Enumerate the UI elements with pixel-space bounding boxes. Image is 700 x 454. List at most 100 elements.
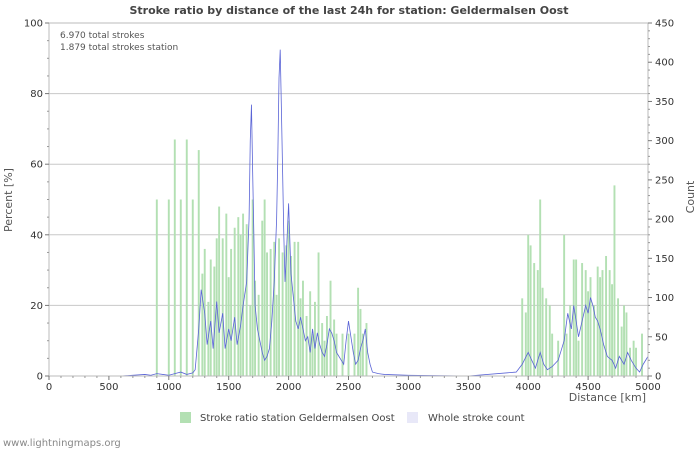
bar-4080 xyxy=(536,270,539,376)
bar-1100 xyxy=(179,199,182,376)
bar-4400 xyxy=(575,259,578,376)
bar-4000 xyxy=(527,234,530,376)
bar-2620 xyxy=(361,333,364,376)
bar-900 xyxy=(155,199,158,376)
bar-1450 xyxy=(221,238,224,376)
bar-4150 xyxy=(545,298,548,376)
bar-1780 xyxy=(261,220,264,376)
y-right-tick-label-50: 50 xyxy=(655,332,668,343)
y-left-tick-label-60: 60 xyxy=(30,160,43,171)
bar-4700 xyxy=(611,284,614,376)
bar-2600 xyxy=(359,308,362,376)
y-right-tick-label-300: 300 xyxy=(655,136,674,147)
x-tick-label-4500: 4500 xyxy=(575,382,600,393)
y-right-tick-label-450: 450 xyxy=(655,19,674,30)
bar-4950 xyxy=(641,333,643,376)
bar-1700 xyxy=(251,199,254,376)
bar-4320 xyxy=(565,333,568,376)
bar-4900 xyxy=(635,347,637,376)
x-tick-label-4000: 4000 xyxy=(515,382,540,393)
station-strokes-annotation: 1.879 total strokes station xyxy=(60,43,178,53)
bar-1900 xyxy=(275,294,278,376)
bar-1550 xyxy=(233,227,236,376)
bar-3980 xyxy=(524,312,527,376)
bar-4380 xyxy=(572,259,575,376)
y-axis-left: 0 20 40 60 80 100 xyxy=(24,19,49,383)
bar-2580 xyxy=(357,287,360,376)
bar-2100 xyxy=(299,298,302,376)
bar-4550 xyxy=(593,305,596,376)
y-right-tick-label-250: 250 xyxy=(655,175,674,186)
bar-4600 xyxy=(599,277,602,376)
legend-line-swatch xyxy=(407,412,418,423)
bar-1350 xyxy=(209,259,212,376)
y-left-tick-label-20: 20 xyxy=(30,301,43,312)
x-tick-label-3000: 3000 xyxy=(396,382,421,393)
bar-4350 xyxy=(569,305,572,376)
y-left-tick-label-40: 40 xyxy=(30,230,43,241)
bar-4300 xyxy=(563,234,566,376)
bar-2300 xyxy=(323,340,326,376)
bar-4800 xyxy=(623,305,625,376)
y-right-tick-label-400: 400 xyxy=(655,58,674,69)
bar-2280 xyxy=(321,323,324,376)
x-tick-label-0: 0 xyxy=(46,382,52,393)
bar-1850 xyxy=(269,248,272,376)
bar-1280 xyxy=(201,273,204,376)
bar-series xyxy=(155,139,643,376)
bar-1480 xyxy=(225,213,228,376)
x-tick-label-3500: 3500 xyxy=(456,382,481,393)
bar-4520 xyxy=(589,277,592,376)
y-axis-right: 0 50 100 150 200 250 300 350 400 450 xyxy=(648,19,674,383)
y-left-tick-label-80: 80 xyxy=(30,89,43,100)
legend-line-label: Whole stroke count xyxy=(428,413,525,424)
bar-2380 xyxy=(333,319,336,376)
bar-1680 xyxy=(249,305,252,376)
bar-1520 xyxy=(230,248,233,376)
y-axis-left-title: Percent [%] xyxy=(2,168,15,232)
bar-4820 xyxy=(625,312,628,376)
y-right-tick-label-0: 0 xyxy=(655,372,661,383)
bar-2150 xyxy=(305,315,308,376)
bar-4680 xyxy=(608,270,611,376)
bar-2200 xyxy=(311,333,314,376)
bar-3950 xyxy=(521,298,524,376)
bar-1980 xyxy=(285,245,288,376)
bar-2250 xyxy=(317,252,320,376)
total-strokes-annotation: 6.970 total strokes xyxy=(60,31,145,41)
footer-watermark: www.lightningmaps.org xyxy=(3,438,121,449)
bar-4750 xyxy=(617,298,620,376)
bar-4720 xyxy=(613,185,616,376)
bar-1380 xyxy=(213,266,216,376)
bar-1800 xyxy=(263,199,266,376)
bar-4120 xyxy=(541,287,544,376)
y-left-tick-label-0: 0 xyxy=(37,372,43,383)
bar-2000 xyxy=(287,220,290,376)
bar-1600 xyxy=(239,234,242,376)
y-axis-right-title: Count xyxy=(684,180,697,213)
chart-title: Stroke ratio by distance of the last 24h… xyxy=(129,4,568,17)
y-left-tick-label-100: 100 xyxy=(24,19,43,30)
x-axis-title: Distance [km] xyxy=(569,391,646,404)
legend: Stroke ratio station Geldermalsen Oost W… xyxy=(180,412,525,424)
x-tick-label-5000: 5000 xyxy=(635,382,660,393)
bar-1400 xyxy=(215,238,218,376)
bar-4020 xyxy=(529,245,532,376)
bar-1950 xyxy=(281,252,284,376)
bar-1580 xyxy=(237,217,240,376)
whole-stroke-count-line xyxy=(49,49,649,377)
bar-1000 xyxy=(167,199,170,376)
bar-2350 xyxy=(329,280,332,376)
y-right-tick-label-150: 150 xyxy=(655,254,674,265)
bar-1920 xyxy=(278,238,280,376)
bar-4420 xyxy=(577,340,580,376)
bar-2550 xyxy=(353,333,356,376)
bar-4200 xyxy=(551,333,554,376)
bar-2020 xyxy=(290,255,292,376)
legend-bars-label: Stroke ratio station Geldermalsen Oost xyxy=(200,413,395,424)
bar-2450 xyxy=(341,333,344,376)
x-axis: 0 500 1000 1500 2000 2500 3000 3500 4000 4500 5000 xyxy=(46,376,661,393)
bar-4620 xyxy=(601,270,604,376)
grid-lines xyxy=(49,93,648,306)
